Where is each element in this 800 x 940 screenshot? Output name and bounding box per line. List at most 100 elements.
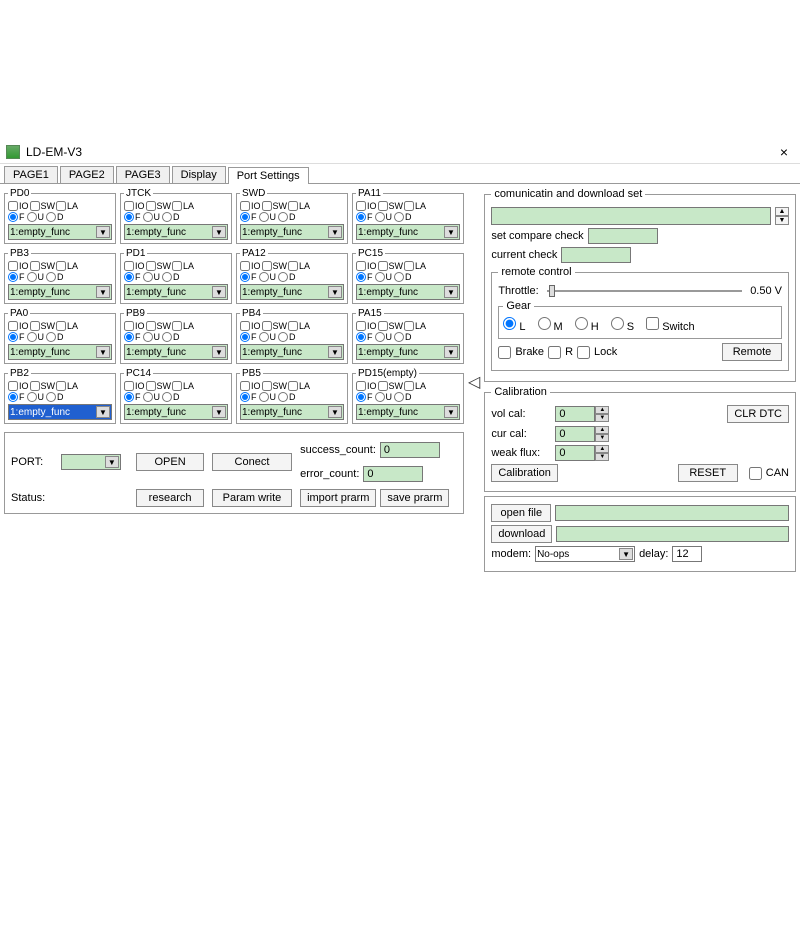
cur-cal-input[interactable]: 0▲▼ bbox=[555, 426, 609, 442]
chk-la[interactable] bbox=[172, 201, 182, 211]
rad-f[interactable] bbox=[8, 212, 18, 222]
clr-dtc-button[interactable]: CLR DTC bbox=[727, 405, 789, 423]
func-dropdown[interactable]: 1:empty_func▼ bbox=[356, 344, 460, 360]
func-dropdown[interactable]: 1:empty_func▼ bbox=[240, 284, 344, 300]
rad-u[interactable] bbox=[259, 392, 269, 402]
rad-u[interactable] bbox=[375, 272, 385, 282]
compare-check-field[interactable] bbox=[588, 228, 658, 244]
func-dropdown[interactable]: 1:empty_func▼ bbox=[240, 404, 344, 420]
rad-u[interactable] bbox=[143, 272, 153, 282]
chk-io[interactable] bbox=[356, 321, 366, 331]
close-icon[interactable]: × bbox=[774, 144, 794, 160]
rad-d[interactable] bbox=[394, 392, 404, 402]
chk-la[interactable] bbox=[172, 381, 182, 391]
tab-page2[interactable]: PAGE2 bbox=[60, 166, 114, 183]
chk-sw[interactable] bbox=[30, 321, 40, 331]
chk-io[interactable] bbox=[240, 321, 250, 331]
delay-field[interactable]: 12 bbox=[672, 546, 702, 562]
chk-io[interactable] bbox=[240, 381, 250, 391]
rad-d[interactable] bbox=[394, 332, 404, 342]
func-dropdown[interactable]: 1:empty_func▼ bbox=[124, 344, 228, 360]
chk-sw[interactable] bbox=[30, 261, 40, 271]
func-dropdown[interactable]: 1:empty_func▼ bbox=[8, 404, 112, 420]
gear-m[interactable] bbox=[538, 317, 551, 330]
func-dropdown[interactable]: 1:empty_func▼ bbox=[240, 344, 344, 360]
rad-f[interactable] bbox=[8, 392, 18, 402]
chk-la[interactable] bbox=[56, 261, 66, 271]
rad-d[interactable] bbox=[394, 212, 404, 222]
rad-f[interactable] bbox=[240, 332, 250, 342]
gear-s[interactable] bbox=[611, 317, 624, 330]
chk-la[interactable] bbox=[172, 321, 182, 331]
chk-sw[interactable] bbox=[378, 261, 388, 271]
chk-la[interactable] bbox=[288, 261, 298, 271]
tab-port-settings[interactable]: Port Settings bbox=[228, 167, 309, 184]
connect-button[interactable]: Conect bbox=[212, 453, 292, 471]
can-checkbox[interactable] bbox=[749, 467, 762, 480]
chk-io[interactable] bbox=[124, 381, 134, 391]
rad-d[interactable] bbox=[278, 272, 288, 282]
tab-page1[interactable]: PAGE1 bbox=[4, 166, 58, 183]
chk-io[interactable] bbox=[240, 201, 250, 211]
rad-f[interactable] bbox=[8, 332, 18, 342]
chk-io[interactable] bbox=[124, 261, 134, 271]
r-checkbox[interactable] bbox=[548, 346, 561, 359]
chk-sw[interactable] bbox=[262, 321, 272, 331]
func-dropdown[interactable]: 1:empty_func▼ bbox=[124, 284, 228, 300]
chk-sw[interactable] bbox=[146, 381, 156, 391]
tab-display[interactable]: Display bbox=[172, 166, 226, 183]
chk-sw[interactable] bbox=[378, 321, 388, 331]
scroll-down-icon[interactable]: ▼ bbox=[775, 216, 789, 225]
rad-u[interactable] bbox=[27, 212, 37, 222]
chk-sw[interactable] bbox=[378, 381, 388, 391]
lock-checkbox[interactable] bbox=[577, 346, 590, 359]
remote-button[interactable]: Remote bbox=[722, 343, 782, 361]
func-dropdown[interactable]: 1:empty_func▼ bbox=[124, 404, 228, 420]
rad-u[interactable] bbox=[259, 332, 269, 342]
open-file-button[interactable]: open file bbox=[491, 504, 551, 522]
switch-checkbox[interactable] bbox=[646, 317, 659, 330]
chk-sw[interactable] bbox=[30, 201, 40, 211]
download-button[interactable]: download bbox=[491, 525, 552, 543]
weak-flux-input[interactable]: 0▲▼ bbox=[555, 445, 609, 461]
rad-d[interactable] bbox=[46, 332, 56, 342]
rad-f[interactable] bbox=[240, 272, 250, 282]
rad-u[interactable] bbox=[143, 392, 153, 402]
rad-f[interactable] bbox=[8, 272, 18, 282]
reset-button[interactable]: RESET bbox=[678, 464, 738, 482]
rad-u[interactable] bbox=[143, 212, 153, 222]
chk-sw[interactable] bbox=[262, 261, 272, 271]
chk-la[interactable] bbox=[172, 261, 182, 271]
rad-f[interactable] bbox=[124, 392, 134, 402]
rad-d[interactable] bbox=[46, 212, 56, 222]
modem-dropdown[interactable]: No-ops▼ bbox=[535, 546, 635, 562]
rad-u[interactable] bbox=[375, 392, 385, 402]
rad-f[interactable] bbox=[356, 272, 366, 282]
func-dropdown[interactable]: 1:empty_func▼ bbox=[124, 224, 228, 240]
gear-h[interactable] bbox=[575, 317, 588, 330]
save-param-button[interactable]: save prarm bbox=[380, 489, 449, 507]
open-button[interactable]: OPEN bbox=[136, 453, 204, 471]
rad-d[interactable] bbox=[162, 332, 172, 342]
chk-io[interactable] bbox=[356, 381, 366, 391]
func-dropdown[interactable]: 1:empty_func▼ bbox=[8, 224, 112, 240]
chk-io[interactable] bbox=[240, 261, 250, 271]
chk-sw[interactable] bbox=[262, 381, 272, 391]
rad-d[interactable] bbox=[278, 332, 288, 342]
rad-d[interactable] bbox=[278, 392, 288, 402]
rad-f[interactable] bbox=[124, 212, 134, 222]
rad-u[interactable] bbox=[259, 272, 269, 282]
rad-d[interactable] bbox=[162, 212, 172, 222]
rad-f[interactable] bbox=[240, 392, 250, 402]
chk-sw[interactable] bbox=[146, 201, 156, 211]
func-dropdown[interactable]: 1:empty_func▼ bbox=[8, 284, 112, 300]
rad-d[interactable] bbox=[46, 392, 56, 402]
chk-la[interactable] bbox=[404, 201, 414, 211]
chk-io[interactable] bbox=[8, 201, 18, 211]
rad-d[interactable] bbox=[394, 272, 404, 282]
chk-la[interactable] bbox=[404, 381, 414, 391]
scroll-up-icon[interactable]: ▲ bbox=[775, 207, 789, 216]
collapse-arrow-icon[interactable]: ◁ bbox=[468, 372, 480, 392]
chk-la[interactable] bbox=[288, 381, 298, 391]
rad-u[interactable] bbox=[259, 212, 269, 222]
